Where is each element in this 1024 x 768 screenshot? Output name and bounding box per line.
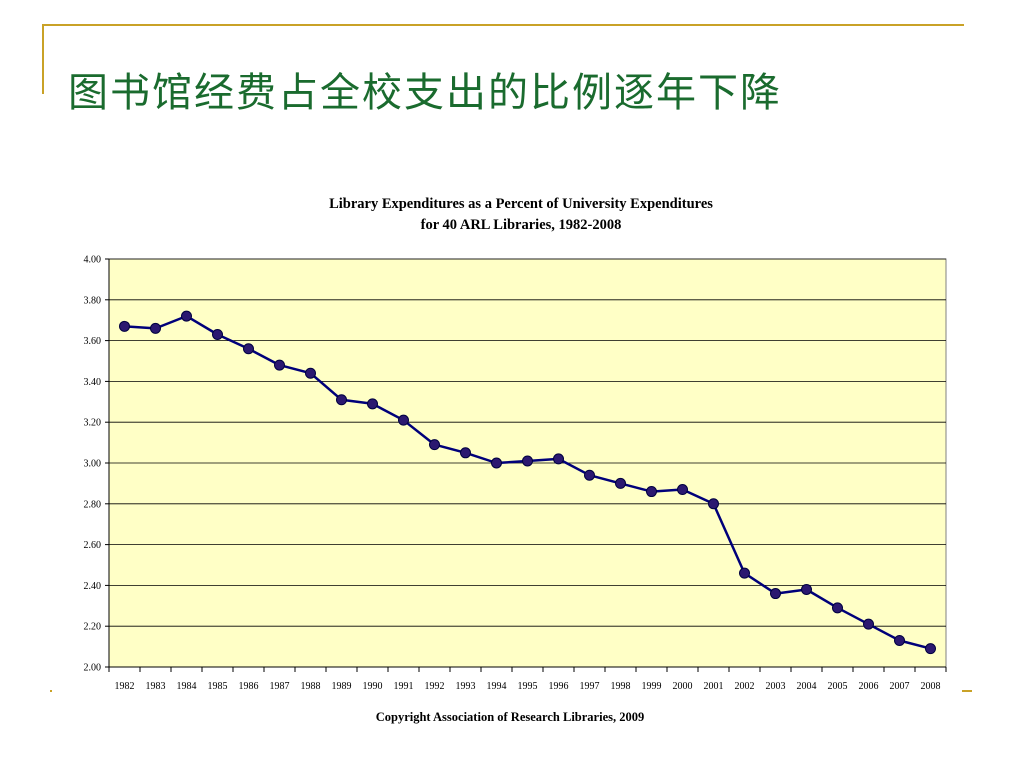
x-tick-label: 2004 <box>797 681 817 692</box>
y-tick-label: 3.00 <box>84 459 102 470</box>
y-tick-label: 3.20 <box>84 418 102 429</box>
x-tick-label: 1983 <box>146 681 166 692</box>
data-point-2007 <box>894 634 905 646</box>
data-point-2005 <box>832 602 843 614</box>
x-tick-label: 1995 <box>518 681 538 692</box>
x-tick-label: 1993 <box>456 681 476 692</box>
data-point-1997 <box>584 469 595 481</box>
x-tick-label: 1988 <box>301 681 321 692</box>
chart-title-line-2: for 40 ARL Libraries, 1982-2008 <box>420 217 622 233</box>
data-point-1991 <box>398 414 409 426</box>
data-point-1990 <box>367 398 378 410</box>
frame-bottom-left-mark <box>50 690 52 692</box>
data-point-1983 <box>150 322 161 334</box>
data-point-1987 <box>274 359 285 371</box>
y-tick-label: 3.80 <box>84 295 102 306</box>
x-tick-label: 2006 <box>859 681 879 692</box>
data-point-2004 <box>801 583 812 595</box>
data-point-1984 <box>181 310 192 322</box>
frame-left-line <box>42 24 44 94</box>
frame-top-line <box>42 24 964 26</box>
data-point-1985 <box>212 328 223 340</box>
y-tick-label: 3.60 <box>84 336 102 347</box>
copyright-footer: Copyright Association of Research Librar… <box>375 710 645 724</box>
x-tick-label: 2005 <box>828 681 848 692</box>
y-tick-label: 2.80 <box>84 499 102 510</box>
x-tick-label: 1987 <box>270 681 290 692</box>
data-point-1982 <box>119 320 130 332</box>
x-tick-label: 2007 <box>890 681 910 692</box>
x-tick-label: 1997 <box>580 681 600 692</box>
y-tick-label: 3.40 <box>84 377 102 388</box>
data-point-2001 <box>708 498 719 510</box>
x-tick-label: 1994 <box>487 681 507 692</box>
y-tick-label: 2.20 <box>84 622 102 633</box>
data-point-1996 <box>553 453 564 465</box>
data-point-1995 <box>522 455 533 467</box>
x-tick-label: 1982 <box>115 681 135 692</box>
data-point-1989 <box>336 394 347 406</box>
x-tick-label: 1996 <box>549 681 569 692</box>
x-tick-label: 1992 <box>425 681 445 692</box>
data-point-2002 <box>739 567 750 579</box>
x-tick-label: 1998 <box>611 681 631 692</box>
x-tick-label: 1984 <box>177 681 197 692</box>
data-point-1994 <box>491 457 502 469</box>
x-tick-label: 1990 <box>363 681 383 692</box>
y-tick-label: 2.40 <box>84 581 102 592</box>
x-tick-label: 1991 <box>394 681 414 692</box>
x-tick-label: 2008 <box>921 681 941 692</box>
x-tick-label: 1985 <box>208 681 228 692</box>
chart-title: Library Expenditures as a Percent of Uni… <box>200 194 842 236</box>
x-tick-label: 2003 <box>766 681 786 692</box>
y-tick-label: 2.00 <box>84 663 102 674</box>
data-point-2008 <box>925 643 936 655</box>
data-point-1998 <box>615 477 626 489</box>
x-tick-label: 2002 <box>735 681 755 692</box>
data-point-1999 <box>646 486 657 498</box>
y-tick-label: 4.00 <box>84 255 102 266</box>
x-tick-label: 2001 <box>704 681 724 692</box>
data-point-2003 <box>770 588 781 600</box>
frame-bottom-right-line <box>962 690 972 692</box>
data-point-1986 <box>243 343 254 355</box>
data-point-1992 <box>429 439 440 451</box>
x-tick-label: 1999 <box>642 681 662 692</box>
y-tick-label: 2.60 <box>84 540 102 551</box>
data-point-2000 <box>677 484 688 496</box>
data-point-1988 <box>305 367 316 379</box>
slide-title: 图书馆经费占全校支出的比例逐年下降 <box>68 70 782 116</box>
data-point-2006 <box>863 618 874 630</box>
data-point-1993 <box>460 447 471 459</box>
chart-title-line-1: Library Expenditures as a Percent of Uni… <box>329 196 713 212</box>
x-tick-label: 1986 <box>239 681 259 692</box>
x-tick-label: 1989 <box>332 681 352 692</box>
x-tick-label: 2000 <box>673 681 693 692</box>
